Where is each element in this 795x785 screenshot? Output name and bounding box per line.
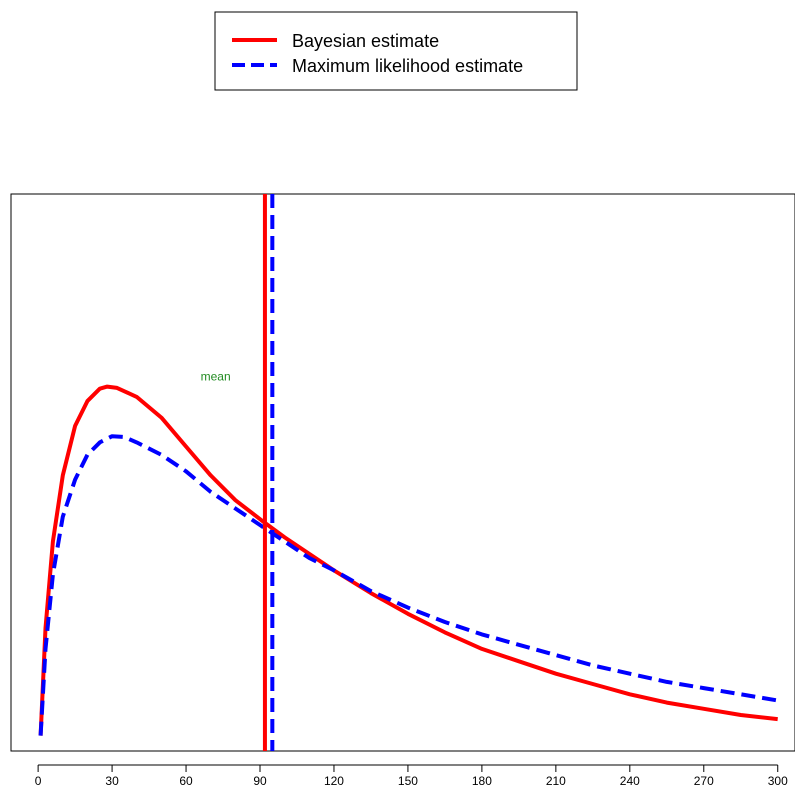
x-axis: 0 30 60 90 120 150 180 210 240 270 300 bbox=[35, 764, 788, 785]
legend-label-bayesian: Bayesian estimate bbox=[292, 31, 439, 51]
x-tick-label: 150 bbox=[398, 774, 418, 785]
legend: Bayesian estimate Maximum likelihood est… bbox=[214, 11, 578, 91]
x-tick-label: 120 bbox=[324, 774, 344, 785]
x-tick-label: 90 bbox=[253, 774, 267, 785]
x-tick-label: 300 bbox=[768, 774, 788, 785]
series-line-maximum-likelihood-estimate bbox=[38, 434, 779, 736]
x-tick-label: 0 bbox=[35, 774, 42, 785]
series-line-bayesian-estimate bbox=[38, 384, 778, 736]
plot-area: mean bbox=[38, 194, 779, 751]
legend-label-mle: Maximum likelihood estimate bbox=[292, 56, 523, 76]
plot-frame bbox=[10, 193, 795, 752]
legend-box bbox=[214, 11, 578, 91]
x-tick-label: 30 bbox=[105, 774, 119, 785]
x-tick-label: 180 bbox=[472, 774, 492, 785]
x-tick-label: 210 bbox=[546, 774, 566, 785]
annotation-mean: mean bbox=[201, 369, 231, 383]
x-tick-label: 240 bbox=[620, 774, 640, 785]
x-tick-label: 270 bbox=[694, 774, 714, 785]
x-tick-label: 60 bbox=[179, 774, 193, 785]
